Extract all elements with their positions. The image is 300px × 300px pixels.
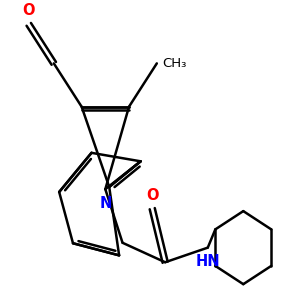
Text: O: O bbox=[146, 188, 158, 203]
Text: O: O bbox=[22, 3, 35, 18]
Text: CH₃: CH₃ bbox=[162, 57, 186, 70]
Text: N: N bbox=[99, 196, 112, 211]
Text: HN: HN bbox=[196, 254, 220, 269]
